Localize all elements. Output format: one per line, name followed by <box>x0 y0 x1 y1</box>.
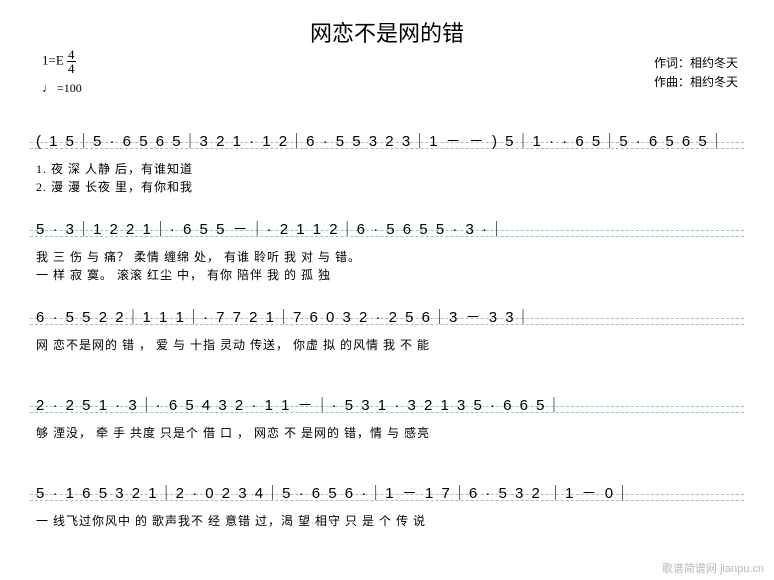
tempo-note-icon: ♩ <box>42 81 54 95</box>
time-signature-fraction: 4 4 <box>67 48 76 75</box>
lyrics-verse-1: 1. 夜 深 人静 后，有谁知道 <box>36 162 193 176</box>
lyrics-verse-2: 一 样 寂 寞。 滚滚 红尘 中， 有你 陪伴 我 的 孤 独 <box>36 266 738 284</box>
notation-row: 5 · 3｜1 2 2 1｜· 6 5 5 －｜· 2 1 1 2｜6 · 5 … <box>36 218 738 239</box>
watermark-text: 歌谱简谱网 jianpu.cn <box>662 560 764 576</box>
staff-line: 6 · 5 5 2 2｜1 1 1｜· 7 7 2 1｜7 6 0 3 2 · … <box>30 296 744 374</box>
timesig-numerator: 4 <box>67 48 76 62</box>
composer-credit: 作曲：相约冬天 <box>654 73 738 92</box>
staff-line: ( 1 5｜5 · 6 5 6 5｜3 2 1 · 1 2｜6 · 5 5 3 … <box>30 120 744 198</box>
lyrics-verse-1: 网 恋不是网的 错 ， 爱 与 十指 灵动 传送， 你虚 拟 的风情 我 不 能 <box>36 338 430 352</box>
lyrics-row: 网 恋不是网的 错 ， 爱 与 十指 灵动 传送， 你虚 拟 的风情 我 不 能 <box>36 336 738 354</box>
lyrics-verse-1: 我 三 伤 与 痛？ 柔情 缠绵 处， 有谁 聆听 我 对 与 错。 <box>36 250 361 264</box>
key-time-signature: 1=E 4 4 <box>42 48 82 75</box>
lyricist-credit: 作词：相约冬天 <box>654 54 738 73</box>
staff-line: 2 · 2 5 1 · 3｜· 6 5 4 3 2 · 1 1 －｜· 5 3 … <box>30 384 744 462</box>
timesig-denominator: 4 <box>67 62 76 75</box>
tempo-marking: ♩ =100 <box>42 79 82 97</box>
credits-block: 作词：相约冬天 作曲：相约冬天 <box>654 54 738 92</box>
lyrics-row: 够 湮没， 牵 手 共度 只是个 借 口 ， 网恋 不 是网的 错，情 与 感亮 <box>36 424 738 442</box>
composer-label: 作曲： <box>654 75 690 89</box>
lyrics-verse-2: 2. 漫 漫 长夜 里，有你和我 <box>36 178 738 196</box>
score-area: ( 1 5｜5 · 6 5 6 5｜3 2 1 · 1 2｜6 · 5 5 3 … <box>30 120 744 560</box>
sheet-title: 网恋不是网的错 <box>0 0 774 48</box>
lyricist-name: 相约冬天 <box>690 56 738 70</box>
notation-row: ( 1 5｜5 · 6 5 6 5｜3 2 1 · 1 2｜6 · 5 5 3 … <box>36 130 738 151</box>
composer-name: 相约冬天 <box>690 75 738 89</box>
tempo-value: =100 <box>57 81 82 95</box>
notation-row: 2 · 2 5 1 · 3｜· 6 5 4 3 2 · 1 1 －｜· 5 3 … <box>36 394 738 415</box>
lyrics-row: 我 三 伤 与 痛？ 柔情 缠绵 处， 有谁 聆听 我 对 与 错。 一 样 寂… <box>36 248 738 284</box>
lyrics-row: 1. 夜 深 人静 后，有谁知道 2. 漫 漫 长夜 里，有你和我 <box>36 160 738 196</box>
lyricist-label: 作词： <box>654 56 690 70</box>
lyrics-verse-1: 一 线飞过你风中 的 歌声我不 经 意错 过，渴 望 相守 只 是 个 传 说 <box>36 514 426 528</box>
notation-row: 5 · 1 6 5 3 2 1｜2 · 0 2 3 4｜5 · 6 5 6 ·｜… <box>36 482 738 503</box>
lyrics-verse-1: 够 湮没， 牵 手 共度 只是个 借 口 ， 网恋 不 是网的 错，情 与 感亮 <box>36 426 430 440</box>
staff-line: 5 · 1 6 5 3 2 1｜2 · 0 2 3 4｜5 · 6 5 6 ·｜… <box>30 472 744 550</box>
lyrics-row: 一 线飞过你风中 的 歌声我不 经 意错 过，渴 望 相守 只 是 个 传 说 <box>36 512 738 530</box>
key-label: 1=E <box>42 52 64 67</box>
staff-line: 5 · 3｜1 2 2 1｜· 6 5 5 －｜· 2 1 1 2｜6 · 5 … <box>30 208 744 286</box>
notation-row: 6 · 5 5 2 2｜1 1 1｜· 7 7 2 1｜7 6 0 3 2 · … <box>36 306 738 327</box>
meta-left-block: 1=E 4 4 ♩ =100 <box>42 48 82 97</box>
